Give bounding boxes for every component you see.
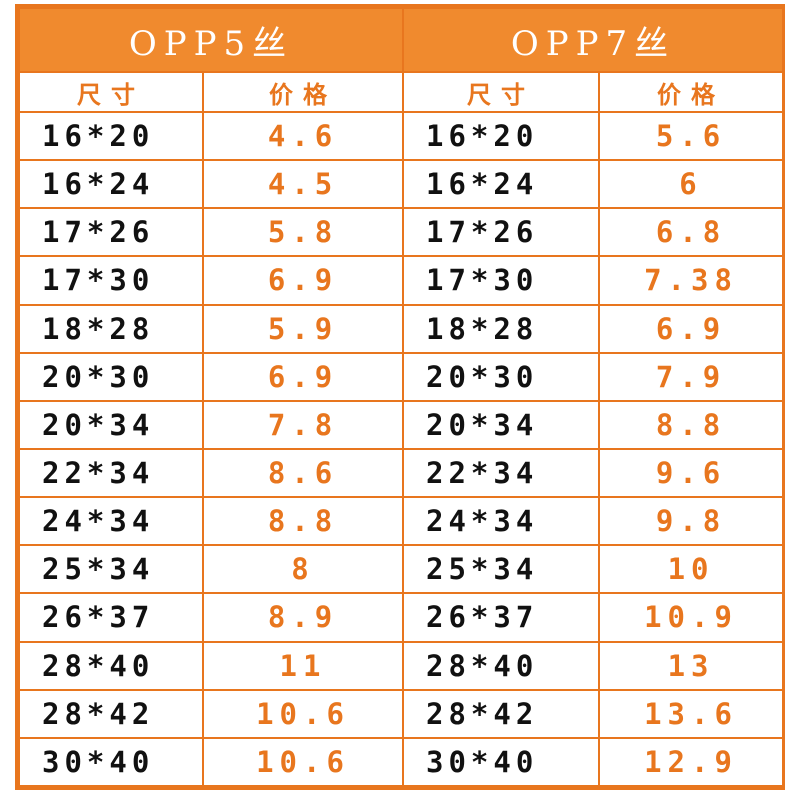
- table-row: 30*40 10.6 30*40 12.9: [18, 736, 785, 788]
- table-row: 22*34 8.6 22*34 9.6: [18, 447, 785, 499]
- table-row: 26*37 8.9 26*37 10.9: [18, 592, 785, 643]
- opp7-size-cell: 16*24: [402, 159, 601, 210]
- opp5-size-cell: 28*42: [18, 688, 204, 739]
- table-row: 16*24 4.5 16*24 6: [18, 159, 785, 210]
- opp7-size-cell: 22*34: [402, 447, 601, 499]
- opp7-price-cell: 12.9: [598, 736, 785, 788]
- opp7-size-cell: 30*40: [402, 736, 601, 788]
- opp7-price-cell: 7.9: [598, 351, 785, 402]
- table-row: 20*30 6.9 20*30 7.9: [18, 351, 785, 402]
- opp5-price-cell: 6.9: [201, 351, 405, 402]
- opp5-size-header: 尺寸: [18, 71, 204, 113]
- table-row: 17*26 5.8 17*26 6.8: [18, 207, 785, 258]
- opp5-size-cell: 20*34: [18, 399, 204, 450]
- opp5-size-cell: 16*20: [18, 110, 204, 162]
- opp7-size-cell: 20*34: [402, 399, 601, 450]
- opp7-size-cell: 24*34: [402, 496, 601, 547]
- table-row: 16*20 4.6 16*20 5.6: [18, 110, 785, 162]
- table-row: 24*34 8.8 24*34 9.8: [18, 496, 785, 547]
- price-table-container: OPP5丝 OPP7丝 尺寸 价格 尺寸 价格 16*20 4.6 16*20 …: [15, 4, 785, 790]
- opp5-title: OPP5丝: [17, 7, 405, 73]
- opp7-size-cell: 17*26: [402, 207, 601, 258]
- opp7-price-cell: 7.38: [598, 255, 785, 306]
- price-table: OPP5丝 OPP7丝 尺寸 价格 尺寸 价格 16*20 4.6 16*20 …: [17, 7, 785, 788]
- opp7-size-cell: 25*34: [402, 544, 601, 595]
- opp5-price-cell: 8.9: [201, 592, 405, 643]
- opp7-size-header: 尺寸: [402, 71, 601, 113]
- opp7-price-cell: 5.6: [598, 110, 785, 162]
- opp7-size-cell: 20*30: [402, 351, 601, 402]
- opp5-price-cell: 4.6: [201, 110, 405, 162]
- opp7-size-cell: 28*40: [402, 640, 601, 691]
- opp5-price-cell: 5.9: [201, 303, 405, 354]
- opp5-size-cell: 24*34: [18, 496, 204, 547]
- opp5-price-cell: 10.6: [201, 736, 405, 788]
- opp5-price-cell: 8.6: [201, 447, 405, 499]
- header-row: 尺寸 价格 尺寸 价格: [18, 71, 785, 113]
- opp5-size-cell: 30*40: [18, 736, 204, 788]
- table-row: 28*40 11 28*40 13: [18, 640, 785, 691]
- opp7-size-cell: 28*42: [402, 688, 601, 739]
- opp5-size-cell: 18*28: [18, 303, 204, 354]
- table-row: 20*34 7.8 20*34 8.8: [18, 399, 785, 450]
- opp5-price-cell: 5.8: [201, 207, 405, 258]
- opp5-price-cell: 6.9: [201, 255, 405, 306]
- opp5-size-cell: 16*24: [18, 159, 204, 210]
- table-row: 17*30 6.9 17*30 7.38: [18, 255, 785, 306]
- opp7-title: OPP7丝: [402, 7, 785, 73]
- opp5-size-cell: 28*40: [18, 640, 204, 691]
- table-row: 28*42 10.6 28*42 13.6: [18, 688, 785, 739]
- opp7-price-cell: 6.8: [598, 207, 785, 258]
- opp7-price-cell: 6: [598, 159, 785, 210]
- opp7-price-cell: 8.8: [598, 399, 785, 450]
- opp5-price-cell: 10.6: [201, 688, 405, 739]
- opp5-size-cell: 22*34: [18, 447, 204, 499]
- title-row: OPP5丝 OPP7丝: [17, 7, 785, 73]
- opp7-price-cell: 13.6: [598, 688, 785, 739]
- opp5-size-cell: 25*34: [18, 544, 204, 595]
- opp5-size-cell: 20*30: [18, 351, 204, 402]
- opp5-size-cell: 17*30: [18, 255, 204, 306]
- opp7-size-cell: 16*20: [402, 110, 601, 162]
- opp5-size-cell: 26*37: [18, 592, 204, 643]
- opp7-price-cell: 10: [598, 544, 785, 595]
- table-row: 18*28 5.9 18*28 6.9: [18, 303, 785, 354]
- opp7-price-cell: 10.9: [598, 592, 785, 643]
- opp7-price-cell: 9.6: [598, 447, 785, 499]
- opp5-size-cell: 17*26: [18, 207, 204, 258]
- opp5-price-cell: 11: [201, 640, 405, 691]
- opp7-price-cell: 9.8: [598, 496, 785, 547]
- opp7-size-cell: 18*28: [402, 303, 601, 354]
- table-row: 25*34 8 25*34 10: [18, 544, 785, 595]
- opp5-price-cell: 4.5: [201, 159, 405, 210]
- opp7-price-cell: 13: [598, 640, 785, 691]
- opp7-size-cell: 17*30: [402, 255, 601, 306]
- opp7-price-cell: 6.9: [598, 303, 785, 354]
- opp7-size-cell: 26*37: [402, 592, 601, 643]
- opp7-price-header: 价格: [598, 71, 785, 113]
- opp5-price-header: 价格: [201, 71, 405, 113]
- opp5-price-cell: 8.8: [201, 496, 405, 547]
- opp5-price-cell: 8: [201, 544, 405, 595]
- opp5-price-cell: 7.8: [201, 399, 405, 450]
